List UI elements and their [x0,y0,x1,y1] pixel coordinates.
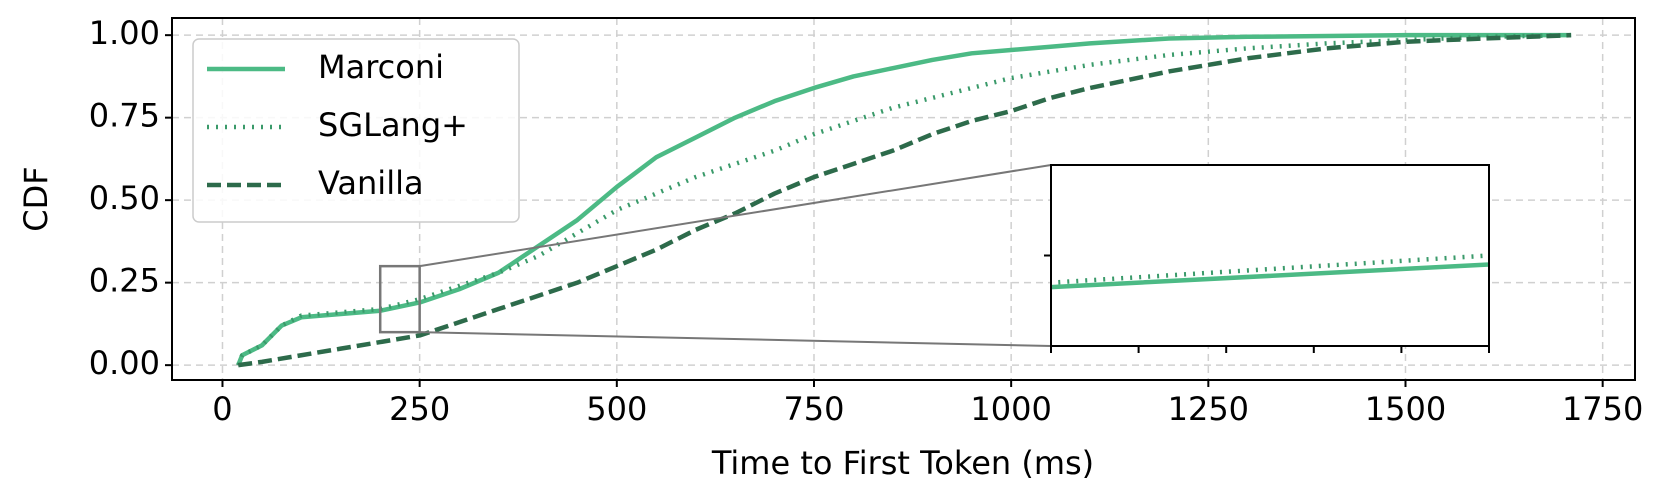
x-tick-label: 250 [389,390,450,428]
y-tick-label: 0.50 [89,179,160,217]
legend-label: SGLang+ [318,106,468,144]
x-axis-label: Time to First Token (ms) [711,444,1094,482]
legend-box [192,38,520,223]
plot-lines [236,32,1572,368]
y-tick-label: 1.00 [89,14,160,52]
legend: Marconi SGLang+ Vanilla [207,48,468,202]
x-tick-label: 500 [586,390,647,428]
y-tick-label: 0.75 [89,97,160,135]
x-tick-label: 1000 [970,390,1051,428]
legend-label: Marconi [318,48,444,86]
zoom-connector [419,331,1052,347]
plot-frame [171,17,1636,381]
x-tick-label: 1750 [1562,390,1643,428]
x-tick-label: 750 [783,390,844,428]
legend-label: Vanilla [318,164,424,202]
y-axis-label: CDF [17,166,55,231]
series-line [237,32,1572,368]
y-tick-label: 0.00 [89,344,160,382]
zoom-box [378,264,421,334]
x-tick-label: 1250 [1168,390,1249,428]
zoom-connector [419,164,1052,268]
zoom-indicator [378,164,1052,347]
x-tick-label: 1500 [1365,390,1446,428]
y-tick-label: 0.25 [89,262,160,300]
inset-background [1051,165,1489,346]
inset-ticks [1044,254,1490,353]
x-tick-label: 0 [212,390,232,428]
